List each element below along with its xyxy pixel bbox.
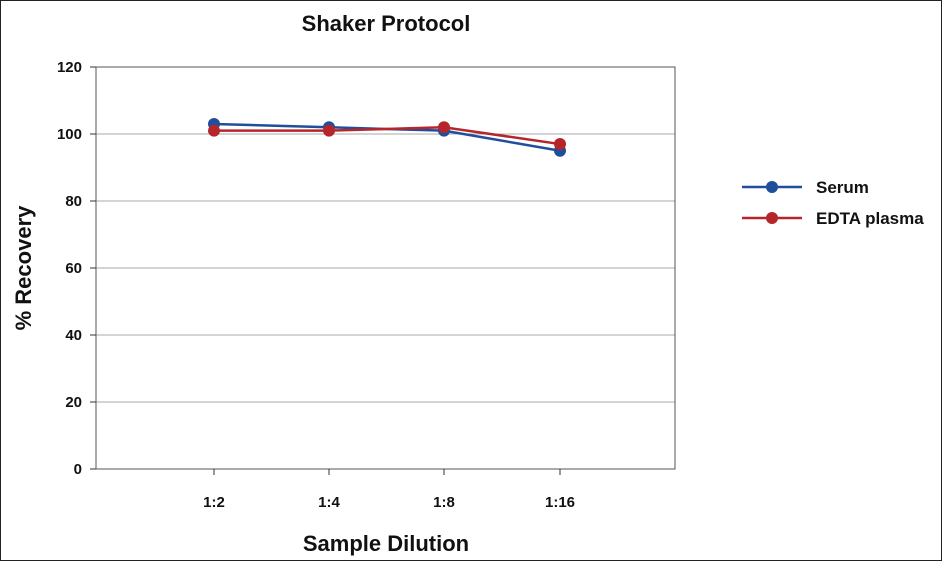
- x-tick-label: 1:4: [318, 494, 340, 511]
- series-line-1: [214, 126, 561, 146]
- data-point: [554, 138, 566, 151]
- y-tick-label: 120: [57, 59, 82, 76]
- y-tick-label: 40: [65, 327, 82, 344]
- chart-title: Shaker Protocol: [302, 11, 471, 36]
- x-axis-label: Sample Dilution: [303, 531, 469, 556]
- legend: Serum EDTA plasma: [742, 178, 924, 228]
- y-tick-label: 0: [74, 461, 82, 478]
- x-axis-ticks: 1:2 1:4 1:8 1:16: [203, 469, 575, 511]
- data-point: [438, 121, 450, 134]
- legend-label-1: EDTA plasma: [816, 209, 924, 228]
- y-tick-label: 80: [65, 193, 82, 210]
- x-tick-label: 1:2: [203, 494, 225, 511]
- gridlines: [96, 133, 675, 403]
- legend-marker-1: [766, 212, 778, 224]
- series-layer: [208, 117, 566, 157]
- data-point: [208, 124, 220, 137]
- x-tick-label: 1:16: [545, 494, 575, 511]
- y-axis-label: % Recovery: [11, 205, 36, 331]
- y-tick-label: 20: [65, 394, 82, 411]
- legend-marker-0: [766, 181, 778, 193]
- y-tick-label: 100: [57, 126, 82, 143]
- x-tick-label: 1:8: [433, 494, 455, 511]
- y-axis-ticks: 0 20 40 60 80 100 120: [57, 59, 96, 478]
- legend-label-0: Serum: [816, 178, 869, 197]
- data-point: [323, 124, 335, 137]
- y-tick-label: 60: [65, 260, 82, 277]
